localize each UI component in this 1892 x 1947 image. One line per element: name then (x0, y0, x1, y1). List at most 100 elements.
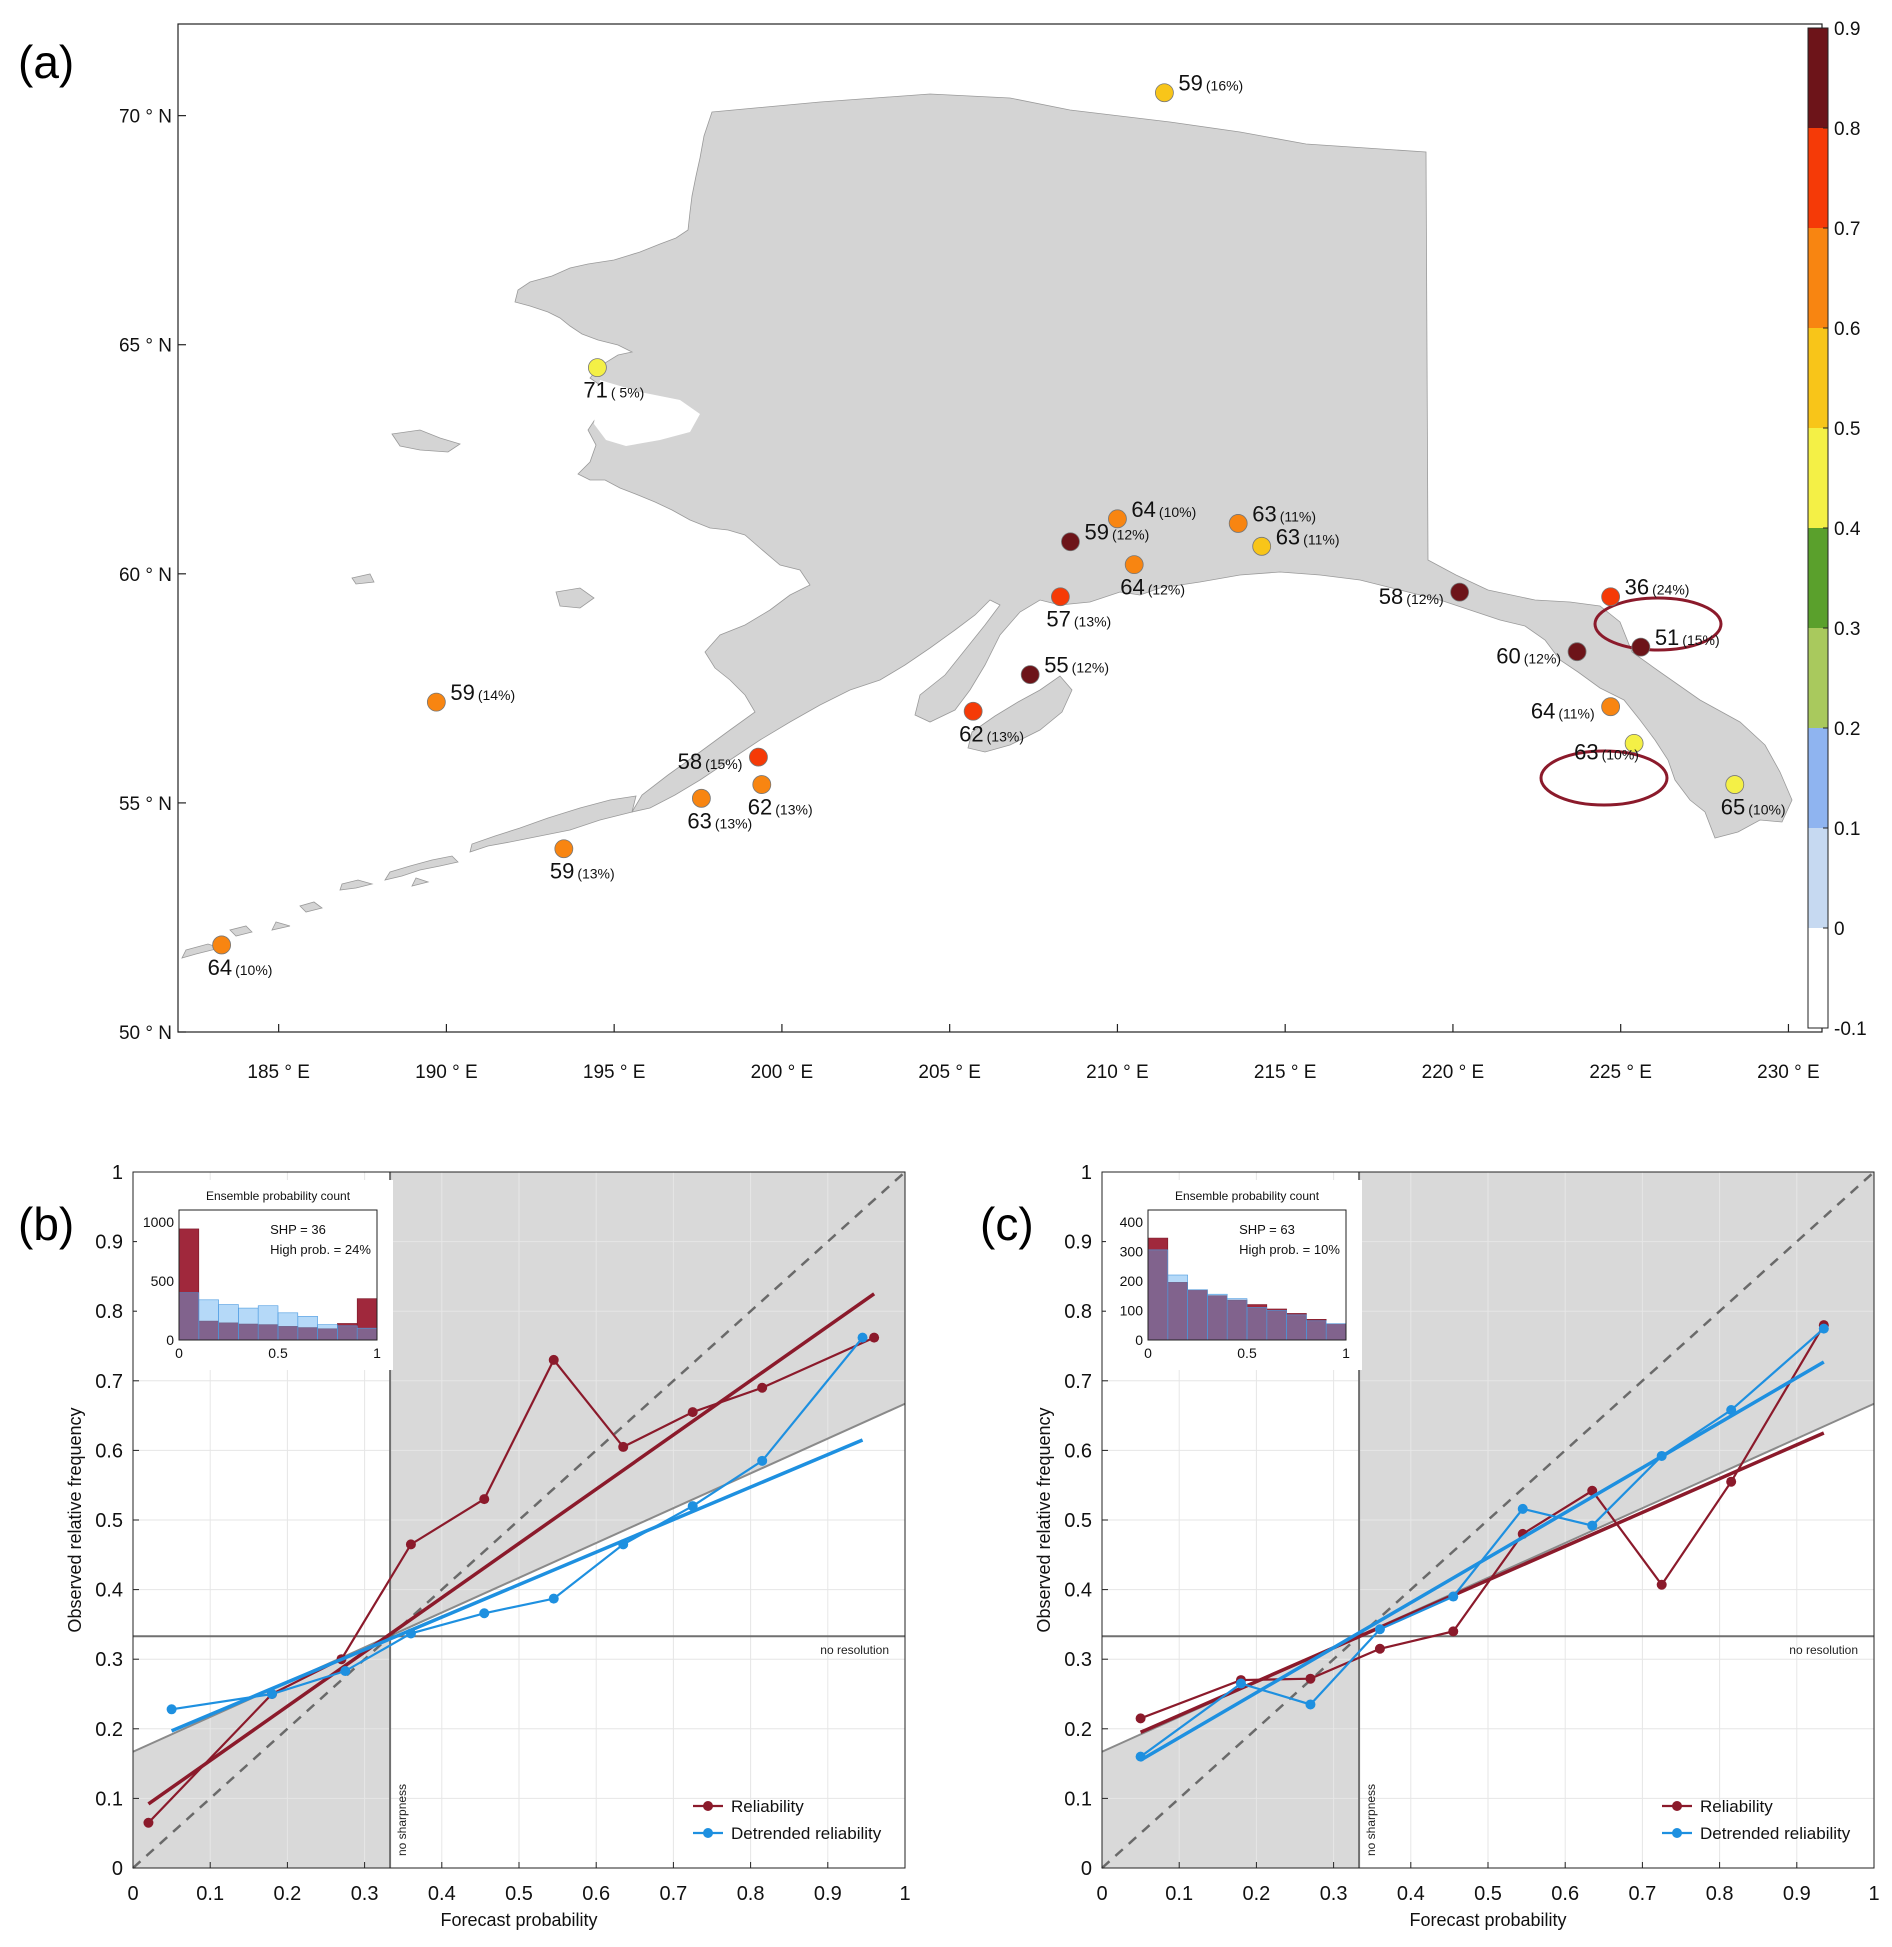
data-point-reliability (1656, 1579, 1667, 1590)
y-axis-label: Observed relative frequency (65, 1407, 85, 1632)
x-tick-label: 1 (1868, 1883, 1879, 1905)
y-tick-label: 0.7 (1064, 1371, 1092, 1393)
inset-bar-blue (238, 1307, 259, 1341)
station-high-prob-pct: (12%) (1072, 660, 1109, 676)
aleutian-island (299, 901, 323, 913)
inset-bar-blue (356, 1327, 378, 1341)
station-shp-value: 59 (450, 680, 474, 705)
station-label: 64 (10%) (208, 955, 273, 980)
inset-annotation: SHP = 63 (1239, 1222, 1295, 1237)
series-line-detrended (171, 1336, 864, 1711)
station-high-prob-pct: (12%) (1148, 582, 1185, 598)
station-marker (554, 839, 574, 859)
station-high-prob-pct: (10%) (1159, 504, 1196, 520)
data-point-reliability (1135, 1713, 1146, 1724)
alaska-landmass (514, 93, 1793, 839)
y-tick-label: 0.6 (95, 1440, 123, 1462)
inset-background (1106, 1180, 1362, 1370)
inset-background (137, 1180, 393, 1370)
colorbar-tick-label: 0.4 (1834, 519, 1861, 540)
aleutian-island (181, 943, 222, 959)
x-tick-label: 0.6 (1551, 1883, 1579, 1905)
station-high-prob-pct: (13%) (1074, 614, 1111, 630)
y-tick-label: 0.8 (95, 1301, 123, 1323)
map-x-tick-label: 200 ° E (751, 1062, 814, 1083)
x-tick-label: 0.4 (428, 1883, 456, 1905)
station-high-prob-pct: (15%) (705, 756, 742, 772)
y-tick-label: 0.6 (1064, 1440, 1092, 1462)
station-marker (1601, 587, 1621, 607)
station-label: 62 (13%) (748, 795, 813, 820)
colorbar-tick-label: 0 (1834, 919, 1845, 940)
y-axis-label: Observed relative frequency (1034, 1407, 1054, 1632)
data-point-reliability (1726, 1476, 1737, 1487)
station-high-prob-pct: (16%) (1206, 78, 1243, 94)
colorbar-bin (1808, 228, 1828, 328)
station-marker (1601, 697, 1621, 717)
station-marker (1228, 514, 1248, 533)
inset-bar-blue (277, 1312, 299, 1341)
map-x-tick-label: 215 ° E (1254, 1062, 1317, 1083)
station-shp-value: 63 (1276, 524, 1300, 549)
x-tick-label: 0.8 (1706, 1883, 1734, 1905)
inset-y-tick-label: 300 (1120, 1243, 1144, 1259)
inset-annotation: High prob. = 10% (1239, 1242, 1340, 1257)
inset-x-tick-label: 1 (1342, 1345, 1350, 1361)
aleutian-island (384, 855, 459, 881)
station-high-prob-pct: (10%) (1748, 802, 1785, 818)
colorbar-bin (1808, 628, 1828, 728)
inset-y-tick-label: 200 (1120, 1273, 1144, 1289)
data-point-detrended (1656, 1450, 1667, 1461)
y-tick-label: 0.4 (1064, 1580, 1092, 1602)
data-point-detrended (340, 1666, 351, 1677)
inset-y-tick-label: 1000 (143, 1214, 174, 1230)
y-tick-label: 0 (1081, 1858, 1092, 1880)
colorbar-tick-label: 0.6 (1834, 319, 1860, 340)
station-label: 59 (12%) (1084, 520, 1149, 545)
inset-bar-blue (1226, 1298, 1248, 1341)
x-tick-label: 0.5 (1474, 1883, 1502, 1905)
inset-annotation: SHP = 36 (270, 1222, 326, 1237)
station-shp-value: 63 (1574, 739, 1598, 764)
data-point-detrended (1305, 1699, 1316, 1710)
inset-y-tick-label: 500 (151, 1273, 175, 1289)
station-marker (587, 358, 607, 378)
station-high-prob-pct: (14%) (478, 687, 515, 703)
norton-sound (594, 380, 700, 446)
legend-marker (703, 1801, 713, 1811)
colorbar-tick-label: 0.5 (1834, 419, 1860, 440)
y-tick-label: 0.9 (1064, 1232, 1092, 1254)
x-tick-label: 0.3 (1320, 1883, 1348, 1905)
colorbar-tick-label: 0.8 (1834, 119, 1860, 140)
station-shp-value: 58 (678, 749, 702, 774)
colorbar-bin (1808, 128, 1828, 228)
fit-line-reliability (147, 1292, 876, 1806)
station-label: 59 (16%) (1178, 71, 1243, 96)
fit-line-reliability (1139, 1431, 1825, 1734)
aleutian-island (411, 877, 430, 887)
map-x-tick-label: 195 ° E (583, 1062, 646, 1083)
no-resolution-label: no resolution (1789, 1643, 1858, 1657)
panel-label-b: (b) (18, 1198, 74, 1250)
data-point-reliability (1448, 1626, 1459, 1637)
data-point-detrended (1374, 1624, 1385, 1635)
x-tick-label: 0.5 (505, 1883, 533, 1905)
station-shp-value: 51 (1655, 625, 1679, 650)
aleutian-island (271, 921, 291, 931)
inset-x-tick-label: 0 (175, 1345, 183, 1361)
station-shp-value: 64 (208, 955, 232, 980)
colorbar-bin (1808, 928, 1828, 1028)
y-tick-label: 0.9 (95, 1232, 123, 1254)
colorbar-bin (1808, 28, 1828, 128)
data-point-detrended (1517, 1503, 1528, 1514)
station-label: 63 (13%) (687, 808, 752, 833)
data-point-reliability (405, 1539, 416, 1550)
legend-marker (1672, 1801, 1682, 1811)
inset-title: Ensemble probability count (1175, 1189, 1320, 1203)
colorbar-bin (1808, 528, 1828, 628)
station-high-prob-pct: (24%) (1652, 582, 1689, 598)
station-label: 63 (11%) (1252, 501, 1316, 526)
inset-bar-blue (1306, 1320, 1327, 1341)
map-stations: 59 (16%)71( 5%)64 (10%) 63 (11%)63 (11%)59 (12… (208, 71, 1786, 980)
